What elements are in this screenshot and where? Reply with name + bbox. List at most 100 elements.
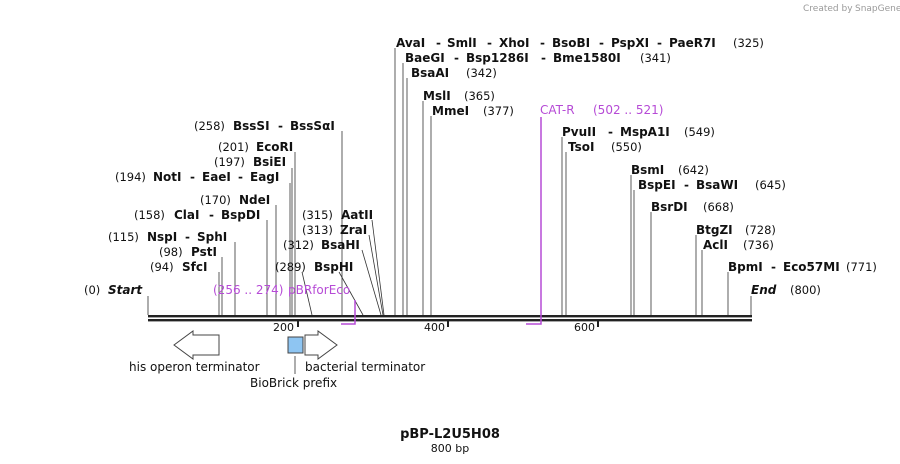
site-avai[interactable]: AvaI - SmlI - XhoI - BsoBI - PspXI - Pae… bbox=[396, 36, 764, 50]
primer-pbrforeco[interactable]: (256 .. 274) pBRforEco bbox=[213, 283, 356, 325]
svg-text:ClaI: ClaI bbox=[174, 208, 199, 222]
svg-text:(158): (158) bbox=[134, 208, 165, 222]
svg-text:(98): (98) bbox=[159, 245, 183, 259]
site-bsrdi[interactable]: BsrDI (668) bbox=[651, 200, 734, 214]
site-mmei[interactable]: MmeI (377) bbox=[432, 104, 514, 118]
svg-text:(325): (325) bbox=[733, 36, 764, 50]
svg-text:-: - bbox=[599, 36, 604, 50]
dna-backbone bbox=[148, 315, 752, 322]
site-nspi[interactable]: (115) NspI - SphI bbox=[108, 230, 227, 244]
svg-text:(289): (289) bbox=[275, 260, 306, 274]
site-msli[interactable]: MslI (365) bbox=[423, 89, 495, 103]
svg-text:BsrDI: BsrDI bbox=[651, 200, 688, 214]
feature-bacterial-terminator[interactable]: bacterial terminator bbox=[304, 330, 425, 374]
svg-text:(94): (94) bbox=[150, 260, 174, 274]
feature-his-operon-terminator[interactable]: his operon terminator bbox=[129, 330, 260, 374]
svg-text:MmeI: MmeI bbox=[432, 104, 469, 118]
svg-text:BsmI: BsmI bbox=[631, 163, 664, 177]
svg-text:MspA1I: MspA1I bbox=[620, 125, 670, 139]
svg-text:AclI: AclI bbox=[703, 238, 728, 252]
svg-text:EcoRI: EcoRI bbox=[256, 140, 293, 154]
watermark-prefix: Created by bbox=[803, 4, 853, 14]
site-ecori[interactable]: (201) EcoRI bbox=[218, 140, 293, 154]
end-pos: (800) bbox=[790, 283, 821, 297]
plasmid-length: 800 bp bbox=[431, 442, 469, 455]
svg-text:(728): (728) bbox=[745, 223, 776, 237]
site-clai[interactable]: (158) ClaI - BspDI bbox=[134, 208, 260, 222]
svg-text:-: - bbox=[487, 36, 492, 50]
site-bsaai[interactable]: BsaAI (342) bbox=[411, 66, 497, 80]
svg-text:(312): (312) bbox=[283, 238, 314, 252]
svg-text:(197): (197) bbox=[214, 155, 245, 169]
ruler: 200 400 600 bbox=[273, 321, 599, 334]
svg-text:EagI: EagI bbox=[250, 170, 279, 184]
svg-text:BaeGI: BaeGI bbox=[405, 51, 445, 65]
svg-text:AatII: AatII bbox=[341, 208, 373, 222]
svg-text:-: - bbox=[278, 119, 283, 133]
svg-text:(258): (258) bbox=[194, 119, 225, 133]
site-baegi[interactable]: BaeGI - Bsp1286I - Bme1580I (341) bbox=[405, 51, 671, 65]
site-ndei[interactable]: (170) NdeI bbox=[200, 193, 270, 207]
svg-text:-: - bbox=[608, 125, 613, 139]
svg-text:-: - bbox=[185, 230, 190, 244]
svg-text:PvuII: PvuII bbox=[562, 125, 596, 139]
feature-bact-label: bacterial terminator bbox=[305, 360, 425, 374]
svg-text:(645): (645) bbox=[755, 178, 786, 192]
primer-cat-r[interactable]: CAT-R (502 .. 521) bbox=[526, 103, 663, 325]
site-bsmi[interactable]: BsmI (642) bbox=[631, 163, 709, 177]
svg-text:BsaHI: BsaHI bbox=[321, 238, 360, 252]
site-aatii[interactable]: (315) AatII bbox=[302, 208, 373, 222]
primer-pbrforeco-name: pBRforEco bbox=[288, 283, 350, 297]
site-bsssi[interactable]: (258) BssSI - BssSαI bbox=[194, 119, 335, 133]
start-label: Start bbox=[108, 283, 143, 297]
svg-text:NotI: NotI bbox=[153, 170, 182, 184]
site-acli[interactable]: AclI (736) bbox=[703, 238, 774, 252]
svg-text:SfcI: SfcI bbox=[182, 260, 207, 274]
site-pvuii[interactable]: PvuII - MspA1I (549) bbox=[562, 125, 715, 139]
site-zrai[interactable]: (313) ZraI bbox=[302, 223, 367, 237]
svg-text:-: - bbox=[238, 170, 243, 184]
svg-text:(550): (550) bbox=[611, 140, 642, 154]
watermark-brand: SnapGene bbox=[855, 4, 900, 14]
site-bspei[interactable]: BspEI - BsaWI (645) bbox=[638, 178, 786, 192]
svg-text:Bme1580I: Bme1580I bbox=[553, 51, 621, 65]
tick-label-200: 200 bbox=[273, 321, 294, 334]
svg-text:AvaI: AvaI bbox=[396, 36, 425, 50]
feature-biobrick-label: BioBrick prefix bbox=[250, 376, 337, 390]
site-noti[interactable]: (194) NotI - EaeI - EagI bbox=[115, 170, 279, 184]
svg-text:BspEI: BspEI bbox=[638, 178, 676, 192]
svg-text:(194): (194) bbox=[115, 170, 146, 184]
start-marker: (0) Start bbox=[84, 283, 149, 315]
end-marker: End (800) bbox=[750, 283, 821, 315]
svg-text:-: - bbox=[454, 51, 459, 65]
svg-text:SmlI: SmlI bbox=[447, 36, 477, 50]
svg-text:(365): (365) bbox=[464, 89, 495, 103]
site-tsoi[interactable]: TsoI (550) bbox=[568, 140, 642, 154]
svg-text:Bsp1286I: Bsp1286I bbox=[466, 51, 529, 65]
site-btgzi[interactable]: BtgZI (728) bbox=[696, 223, 776, 237]
svg-text:TsoI: TsoI bbox=[568, 140, 594, 154]
svg-text:BsiEI: BsiEI bbox=[253, 155, 286, 169]
svg-text:BpmI: BpmI bbox=[728, 260, 763, 274]
site-bpmi[interactable]: BpmI - Eco57MI (771) bbox=[728, 260, 877, 274]
primer-cat-r-range: (502 .. 521) bbox=[593, 103, 663, 117]
svg-text:BsaWI: BsaWI bbox=[696, 178, 738, 192]
plasmid-title: pBP-L2U5H08 bbox=[400, 427, 500, 442]
svg-text:MslI: MslI bbox=[423, 89, 451, 103]
svg-text:(313): (313) bbox=[302, 223, 333, 237]
feature-biobrick-prefix[interactable]: BioBrick prefix bbox=[250, 336, 337, 390]
svg-text:NdeI: NdeI bbox=[239, 193, 270, 207]
site-bsiei[interactable]: (197) BsiEI bbox=[214, 155, 286, 169]
svg-text:(341): (341) bbox=[640, 51, 671, 65]
svg-text:SphI: SphI bbox=[197, 230, 227, 244]
svg-text:(315): (315) bbox=[302, 208, 333, 222]
svg-text:-: - bbox=[541, 51, 546, 65]
svg-text:-: - bbox=[771, 260, 776, 274]
site-bsphi[interactable]: (289) BspHI bbox=[275, 260, 353, 274]
site-psti[interactable]: (98) PstI bbox=[159, 245, 217, 259]
svg-text:-: - bbox=[190, 170, 195, 184]
site-sfci[interactable]: (94) SfcI bbox=[150, 260, 207, 274]
svg-text:(668): (668) bbox=[703, 200, 734, 214]
site-bsahi[interactable]: (312) BsaHI bbox=[283, 238, 360, 252]
